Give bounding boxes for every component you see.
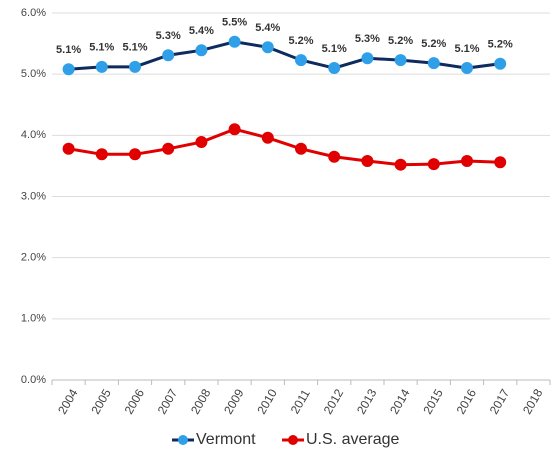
value-label: 5.5% bbox=[222, 17, 247, 29]
point bbox=[461, 155, 473, 168]
point bbox=[361, 155, 374, 168]
value-label: 5.3% bbox=[355, 33, 380, 45]
value-label: 5.1% bbox=[122, 42, 147, 54]
value-label: 5.1% bbox=[56, 44, 81, 56]
x-tick-label: 2015 bbox=[420, 386, 446, 416]
x-tick-label: 2013 bbox=[354, 386, 380, 416]
x-tick-label: 2004 bbox=[55, 386, 81, 416]
point bbox=[228, 123, 241, 136]
y-tick-label: 4.0% bbox=[21, 129, 46, 141]
point bbox=[261, 131, 274, 144]
x-tick-label: 2008 bbox=[188, 386, 214, 416]
point bbox=[328, 150, 341, 163]
point bbox=[129, 60, 141, 73]
value-label: 5.3% bbox=[156, 30, 181, 42]
x-tick-label: 2009 bbox=[221, 386, 247, 416]
point bbox=[129, 148, 141, 161]
x-tick-label: 2012 bbox=[321, 386, 347, 416]
point bbox=[427, 57, 440, 70]
value-label: 5.2% bbox=[388, 35, 413, 47]
x-tick-label: 2006 bbox=[122, 386, 148, 416]
point bbox=[195, 136, 208, 149]
point bbox=[494, 57, 507, 70]
x-tick-label: 2010 bbox=[254, 386, 280, 416]
y-tick-label: 0.0% bbox=[21, 374, 46, 386]
y-tick-label: 1.0% bbox=[21, 313, 46, 325]
legend-marker bbox=[288, 435, 298, 445]
legend-label: U.S. average bbox=[306, 431, 399, 448]
x-tick-label: 2018 bbox=[520, 386, 546, 416]
x-tick-label: 2016 bbox=[454, 386, 480, 416]
point bbox=[328, 62, 341, 75]
value-label: 5.2% bbox=[488, 39, 513, 51]
point bbox=[261, 41, 274, 54]
x-tick-label: 2005 bbox=[88, 386, 114, 416]
y-tick-label: 5.0% bbox=[21, 68, 46, 80]
y-tick-label: 6.0% bbox=[21, 7, 46, 19]
legend-label: Vermont bbox=[196, 431, 256, 448]
point bbox=[361, 52, 374, 65]
x-tick-label: 2011 bbox=[288, 387, 313, 417]
x-tick-label: 2007 bbox=[155, 386, 181, 416]
value-label: 5.2% bbox=[421, 38, 446, 50]
point bbox=[461, 62, 473, 75]
point bbox=[95, 60, 108, 73]
value-label: 5.4% bbox=[189, 25, 214, 37]
point bbox=[295, 54, 307, 67]
value-label: 5.2% bbox=[288, 35, 313, 47]
point bbox=[494, 156, 507, 169]
point bbox=[394, 54, 407, 67]
x-tick-label: 2014 bbox=[387, 386, 413, 416]
point bbox=[394, 158, 407, 171]
value-label: 5.1% bbox=[89, 42, 114, 54]
y-tick-label: 3.0% bbox=[21, 190, 46, 202]
legend-marker bbox=[178, 435, 188, 445]
point bbox=[62, 142, 75, 155]
value-label: 5.1% bbox=[454, 43, 479, 55]
x-tick-label: 2017 bbox=[487, 386, 513, 416]
point bbox=[162, 142, 175, 155]
value-label: 5.4% bbox=[255, 22, 280, 34]
point bbox=[195, 44, 208, 57]
point bbox=[162, 49, 175, 62]
point bbox=[427, 158, 440, 171]
point bbox=[95, 148, 108, 161]
point bbox=[62, 63, 75, 76]
y-tick-label: 2.0% bbox=[21, 252, 46, 264]
point bbox=[295, 142, 307, 155]
value-label: 5.1% bbox=[322, 43, 347, 55]
point bbox=[228, 35, 241, 48]
